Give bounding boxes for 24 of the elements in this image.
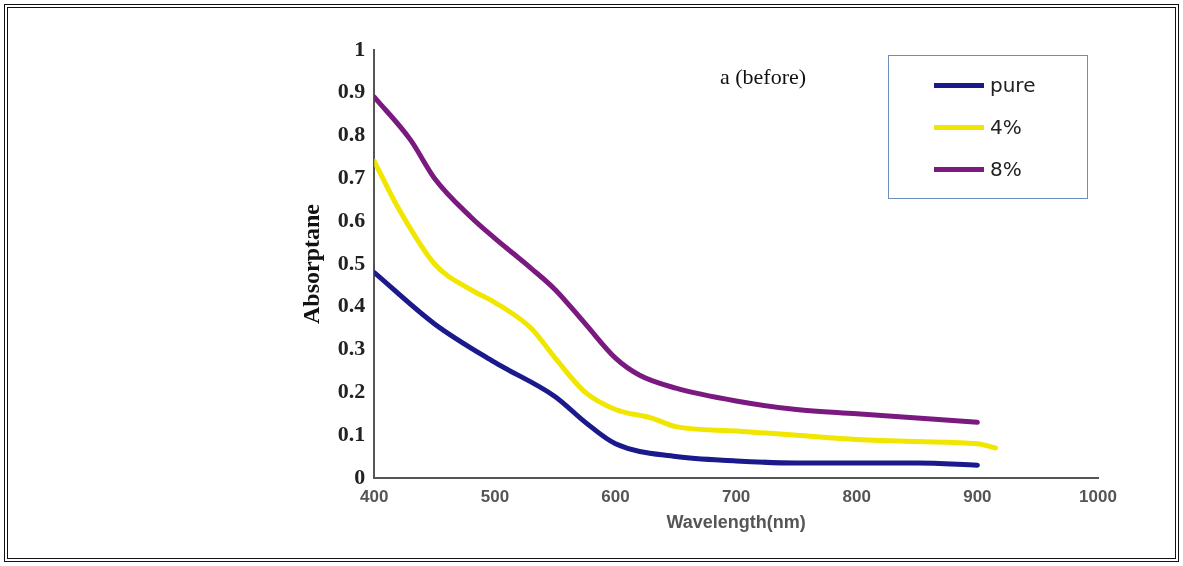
x-tick-label: 700 [721,486,751,506]
y-tick-label: 0.6 [337,206,366,232]
y-tick-label: 0.4 [337,292,366,318]
y-tick-label: 1 [354,35,366,61]
y-tick-label: 0.7 [337,164,366,190]
legend-label: 4% [990,115,1022,139]
y-tick-label: 0.2 [337,378,366,404]
y-tick-label: 0.8 [337,121,366,147]
x-axis-title: Wavelength(nm) [666,512,806,533]
y-tick-label: 0.5 [337,249,366,275]
x-tick-label: 1000 [1079,486,1117,506]
x-tick-label: 500 [480,486,510,506]
y-tick-label: 0.1 [337,420,366,446]
annotation: a (before) [720,64,807,90]
y-tick-label: 0 [354,463,366,489]
x-tick-label: 400 [360,486,389,506]
legend-label: pure [990,73,1036,97]
x-tick-label: 600 [601,486,630,506]
y-tick-label: 0.3 [337,335,366,361]
y-tick-label: 0.9 [337,78,366,104]
legend-label: 8% [990,157,1022,181]
x-tick-label: 900 [963,486,992,506]
y-axis-title: Absorptane [297,203,324,325]
x-tick-label: 800 [842,486,871,506]
